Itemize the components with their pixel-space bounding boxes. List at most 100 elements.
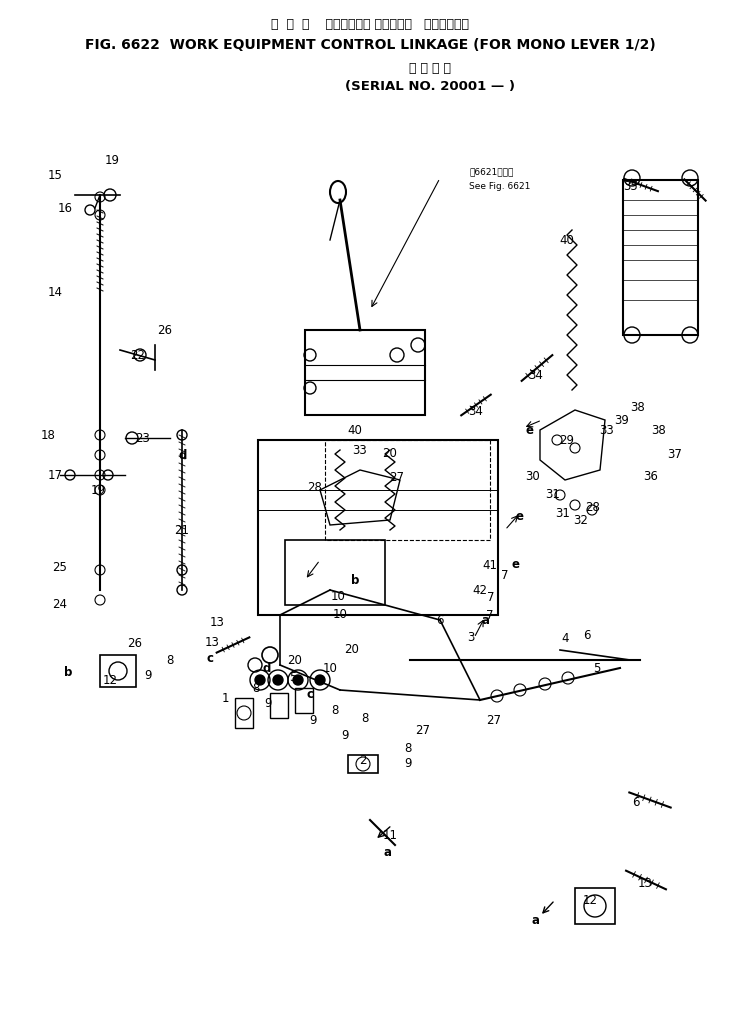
- Text: 34: 34: [528, 368, 543, 381]
- Text: 26: 26: [158, 323, 173, 337]
- Text: 30: 30: [525, 470, 540, 482]
- Text: 9: 9: [405, 757, 412, 770]
- Text: 16: 16: [58, 201, 73, 215]
- Text: c: c: [207, 652, 213, 664]
- Text: 34: 34: [468, 405, 483, 418]
- Circle shape: [255, 675, 265, 685]
- Text: 13: 13: [210, 615, 225, 629]
- Text: 27: 27: [390, 471, 405, 483]
- Text: 第6621図参照: 第6621図参照: [469, 168, 514, 177]
- Text: 10: 10: [322, 661, 337, 674]
- Text: a: a: [531, 913, 539, 926]
- Text: 10: 10: [330, 590, 345, 602]
- Text: 13: 13: [637, 877, 652, 890]
- Text: 8: 8: [362, 712, 369, 724]
- Text: 39: 39: [614, 414, 629, 426]
- Text: 20: 20: [345, 643, 359, 656]
- Text: 22: 22: [130, 349, 145, 361]
- Text: 12: 12: [582, 894, 597, 906]
- Text: 26: 26: [127, 637, 142, 650]
- Circle shape: [293, 675, 303, 685]
- Text: 29: 29: [559, 433, 574, 446]
- Bar: [235, 698, 253, 728]
- Text: 27: 27: [416, 723, 431, 736]
- Text: 7: 7: [501, 569, 509, 582]
- Text: 33: 33: [599, 423, 614, 436]
- Text: 2: 2: [359, 754, 367, 767]
- Text: e: e: [526, 423, 534, 436]
- Bar: [100, 655, 136, 687]
- Text: 10: 10: [333, 607, 348, 620]
- Text: 27: 27: [487, 714, 502, 726]
- Text: 9: 9: [144, 668, 152, 681]
- Text: 6: 6: [436, 613, 444, 626]
- Text: d: d: [179, 448, 187, 462]
- Text: 37: 37: [668, 447, 682, 461]
- Text: 9: 9: [265, 697, 272, 710]
- Text: 38: 38: [631, 401, 645, 414]
- Bar: [575, 888, 615, 924]
- Text: c: c: [307, 687, 313, 701]
- Text: 12: 12: [102, 673, 118, 686]
- Text: 35: 35: [624, 179, 639, 192]
- Text: 8: 8: [166, 654, 173, 666]
- Text: e: e: [515, 510, 523, 523]
- Text: 28: 28: [308, 480, 322, 493]
- Text: 20: 20: [382, 446, 397, 460]
- Text: 4: 4: [561, 632, 569, 645]
- Text: 9: 9: [342, 728, 349, 741]
- Text: 6: 6: [632, 795, 639, 809]
- Bar: [305, 330, 425, 415]
- Text: 11: 11: [382, 829, 397, 841]
- Text: 40: 40: [559, 234, 574, 246]
- Text: 17: 17: [47, 469, 62, 481]
- Text: 32: 32: [574, 514, 588, 527]
- Text: 8: 8: [253, 681, 259, 695]
- Text: 8: 8: [405, 741, 412, 755]
- Text: e: e: [511, 557, 519, 571]
- Text: 31: 31: [556, 506, 571, 520]
- Text: b: b: [350, 574, 359, 587]
- Text: 5: 5: [594, 661, 601, 674]
- Bar: [623, 180, 698, 335]
- Text: 適 用 号 機: 適 用 号 機: [409, 62, 451, 75]
- Text: 28: 28: [585, 500, 600, 514]
- Text: 31: 31: [545, 487, 560, 500]
- Text: 40: 40: [348, 423, 362, 436]
- Text: 作  業  機    コントロール リンケージ   モノレバー用: 作 業 機 コントロール リンケージ モノレバー用: [271, 18, 469, 31]
- Text: 36: 36: [644, 470, 659, 482]
- Text: 8: 8: [331, 704, 339, 717]
- Text: 38: 38: [651, 423, 666, 436]
- Text: a: a: [482, 613, 490, 626]
- Text: d: d: [263, 661, 271, 674]
- Bar: [270, 693, 288, 718]
- Text: 19: 19: [104, 154, 119, 167]
- Text: 9: 9: [309, 714, 316, 726]
- Text: 41: 41: [482, 558, 497, 572]
- Text: 18: 18: [41, 428, 56, 441]
- Bar: [325, 440, 490, 540]
- Bar: [258, 440, 498, 615]
- Text: 21: 21: [174, 524, 190, 537]
- Circle shape: [273, 675, 283, 685]
- Text: 13: 13: [205, 636, 219, 649]
- Bar: [348, 755, 378, 773]
- Text: 20: 20: [288, 654, 302, 666]
- Text: 7: 7: [488, 591, 495, 603]
- Bar: [295, 687, 313, 713]
- Bar: [285, 540, 385, 605]
- Text: b: b: [64, 665, 72, 678]
- Text: 23: 23: [136, 431, 150, 444]
- Text: 33: 33: [353, 443, 368, 457]
- Text: a: a: [384, 845, 392, 858]
- Text: 25: 25: [53, 560, 67, 574]
- Text: 19: 19: [90, 483, 105, 496]
- Circle shape: [315, 675, 325, 685]
- Text: 42: 42: [473, 584, 488, 597]
- Text: 5: 5: [289, 670, 296, 683]
- Text: FIG. 6622  WORK EQUIPMENT CONTROL LINKAGE (FOR MONO LEVER 1/2): FIG. 6622 WORK EQUIPMENT CONTROL LINKAGE…: [84, 38, 655, 52]
- Text: 14: 14: [47, 286, 62, 299]
- Text: 3: 3: [468, 631, 475, 644]
- Text: 15: 15: [47, 169, 62, 181]
- Text: 6: 6: [583, 629, 591, 642]
